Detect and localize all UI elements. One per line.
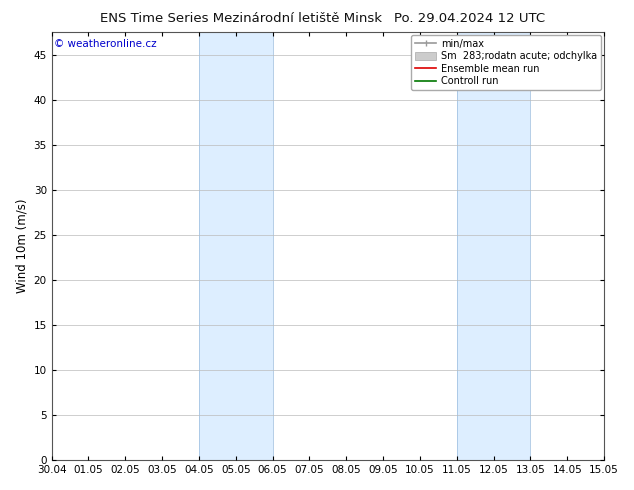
Bar (199, 32, 273, 460)
Text: © weatheronline.cz: © weatheronline.cz (55, 39, 157, 49)
Text: ENS Time Series Mezinárodní letiště Minsk: ENS Time Series Mezinárodní letiště Mins… (100, 12, 382, 25)
Bar (457, 32, 531, 460)
Text: Po. 29.04.2024 12 UTC: Po. 29.04.2024 12 UTC (394, 12, 545, 25)
Legend: min/max, Sm  283;rodatn acute; odchylka, Ensemble mean run, Controll run: min/max, Sm 283;rodatn acute; odchylka, … (411, 35, 601, 90)
Y-axis label: Wind 10m (m/s): Wind 10m (m/s) (15, 199, 28, 294)
